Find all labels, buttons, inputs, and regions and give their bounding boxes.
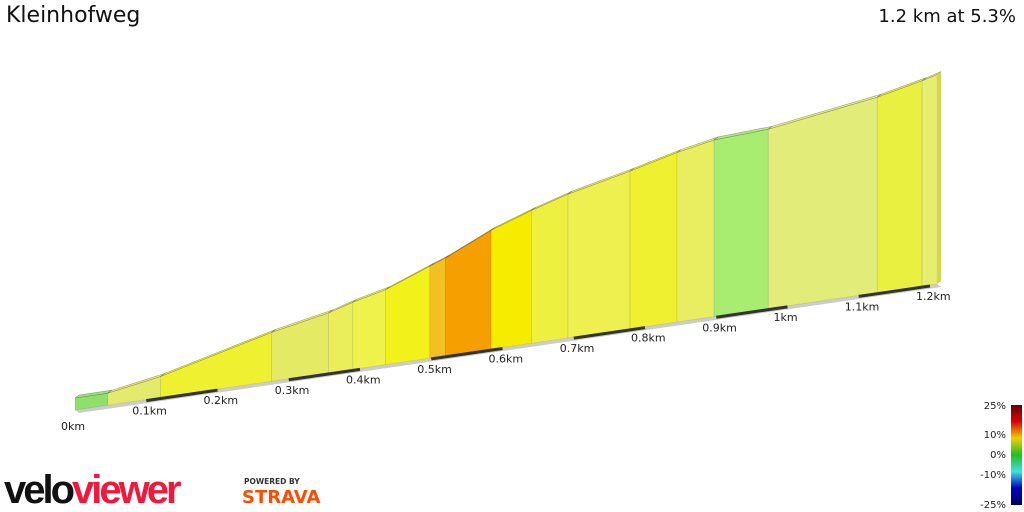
x-tick-label: 0.5km bbox=[417, 363, 452, 376]
svg-text:POWERED BY: POWERED BY bbox=[244, 477, 300, 486]
km-scale-segment bbox=[573, 326, 646, 340]
x-tick-label: 0.2km bbox=[204, 394, 239, 407]
profile-segment bbox=[676, 139, 715, 323]
km-scale-segment bbox=[288, 367, 361, 382]
legend-label: 25% bbox=[984, 401, 1006, 412]
segment-title: Kleinhofweg bbox=[6, 3, 141, 28]
profile-segment bbox=[629, 151, 678, 330]
km-scale-segment bbox=[146, 388, 218, 403]
x-tick-label: 0.9km bbox=[702, 321, 737, 334]
profile-segment bbox=[921, 73, 938, 287]
km-scale-segment bbox=[431, 347, 503, 361]
profile-segment bbox=[490, 209, 533, 350]
segment-summary: 1.2 km at 5.3% bbox=[878, 6, 1016, 27]
veloviewer-logo: veloviewer POWERED BY STRAVA bbox=[4, 468, 321, 512]
legend-label: -10% bbox=[980, 470, 1006, 481]
profile-segment bbox=[271, 312, 329, 382]
x-tick-label: 0km bbox=[61, 420, 85, 433]
legend-label: -25% bbox=[980, 500, 1006, 511]
x-tick-label: 0.6km bbox=[489, 353, 524, 366]
profile-segment bbox=[767, 96, 878, 310]
profile-segment bbox=[876, 80, 923, 294]
x-tick-label: 1km bbox=[774, 311, 798, 324]
x-tick-label: 0.4km bbox=[346, 373, 381, 386]
x-tick-label: 1.2km bbox=[916, 290, 951, 303]
x-tick-label: 0.3km bbox=[275, 384, 310, 397]
profile-segment bbox=[160, 331, 272, 398]
x-tick-label: 0.8km bbox=[631, 332, 666, 345]
profile-segment bbox=[445, 229, 492, 357]
profile-segment bbox=[429, 257, 446, 359]
profile-segment bbox=[531, 193, 569, 344]
svg-text:STRAVA: STRAVA bbox=[242, 487, 321, 508]
x-tick-label: 0.7km bbox=[560, 342, 595, 355]
x-tick-label: 1.1km bbox=[845, 300, 880, 313]
profile-segment bbox=[328, 301, 354, 374]
gradient-legend-bar bbox=[1011, 405, 1022, 505]
profile-segment bbox=[567, 170, 631, 339]
legend-label: 10% bbox=[984, 430, 1006, 441]
profile-segment bbox=[713, 128, 769, 317]
km-scale-segment bbox=[858, 284, 931, 298]
profile-end-face bbox=[937, 71, 942, 284]
profile-segment bbox=[385, 265, 431, 365]
profile-segment bbox=[352, 289, 386, 370]
x-tick-label: 0.1km bbox=[132, 405, 167, 418]
legend-label: 0% bbox=[990, 450, 1006, 461]
svg-text:veloviewer: veloviewer bbox=[4, 468, 181, 512]
km-scale-segment bbox=[716, 305, 788, 319]
